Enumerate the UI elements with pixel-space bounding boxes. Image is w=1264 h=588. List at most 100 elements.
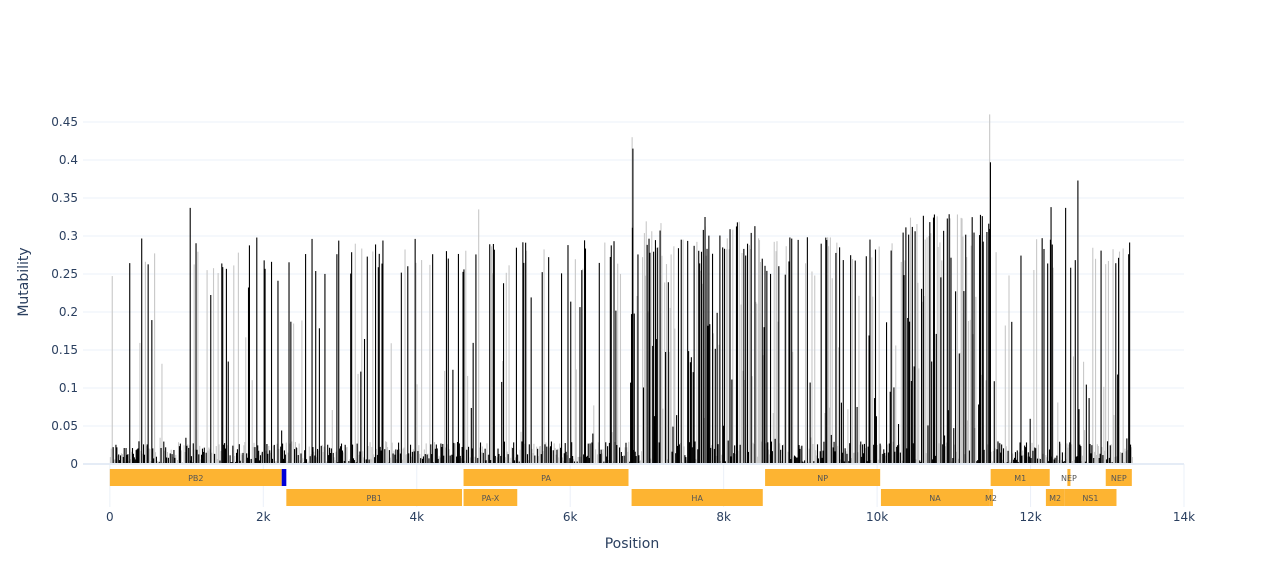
mutability-bar (582, 268, 584, 464)
mutability-bar (227, 361, 229, 464)
gene-label: PB2 (188, 474, 203, 483)
mutability-bar (111, 276, 113, 464)
mutability-bar (863, 443, 865, 464)
mutability-bar (560, 447, 562, 464)
mutability-bar (305, 459, 308, 464)
mutability-bar (123, 448, 125, 464)
mutability-bar (778, 266, 780, 464)
mutability-bar (392, 453, 394, 464)
mutability-bar (521, 441, 523, 464)
mutability-bar (777, 321, 779, 464)
mutability-bar (1065, 207, 1067, 464)
mutability-bar (482, 452, 484, 464)
mutability-bar (1068, 444, 1070, 464)
mutability-bar (893, 387, 895, 464)
mutability-bar (1035, 448, 1037, 464)
mutability-bar (1071, 444, 1073, 464)
mutability-bar (883, 449, 885, 464)
mutability-bar (339, 448, 341, 464)
mutability-bar (638, 455, 640, 464)
mutability-bar (703, 417, 705, 464)
mutability-bar (287, 452, 289, 464)
mutability-bar (960, 217, 962, 464)
mutability-bar (159, 437, 161, 464)
mutability-bar (997, 441, 999, 464)
mutability-bar (1091, 445, 1093, 464)
mutability-bar (876, 444, 878, 464)
mutability-bar (1063, 461, 1065, 464)
mutability-bar (323, 446, 325, 464)
y-axis-ticks: 0 0.05 0.1 0.15 0.2 0.25 0.3 0.35 0.4 0.45 (51, 115, 78, 471)
mutability-bar (982, 241, 984, 464)
mutability-bar (738, 221, 740, 464)
mutability-bar (277, 280, 279, 464)
mutability-bar (667, 282, 669, 464)
mutability-bar (513, 442, 515, 464)
mutability-bar (1100, 250, 1102, 464)
mutability-bar (1008, 275, 1010, 464)
mutability-bar (870, 460, 872, 464)
mutability-bar (735, 453, 737, 464)
mutability-bar (348, 460, 350, 464)
mutability-bar (177, 442, 180, 464)
bar-series (109, 114, 1133, 465)
mutability-bar (813, 461, 815, 464)
mutability-bar (755, 301, 757, 464)
mutability-bar (372, 251, 374, 464)
mutability-bar (249, 459, 251, 464)
y-tick-label: 0.35 (51, 191, 78, 205)
mutability-bar (565, 451, 567, 464)
mutability-bar (776, 241, 778, 464)
mutability-bar (454, 443, 456, 464)
mutability-bar (505, 272, 507, 464)
x-tick-label: 0 (106, 510, 114, 524)
mutability-bar (868, 335, 870, 464)
mutability-bar (1110, 444, 1112, 464)
mutability-bar (541, 272, 543, 464)
mutability-bar (261, 451, 263, 464)
mutability-bar (143, 444, 145, 464)
mutability-bar (602, 449, 604, 464)
mutability-bar (655, 339, 657, 464)
mutability-bar (780, 449, 782, 464)
mutability-bar (955, 451, 958, 464)
mutability-bar (1107, 260, 1109, 464)
mutability-bar (1101, 447, 1103, 464)
mutability-bar (508, 265, 510, 464)
mutability-bar (224, 443, 226, 464)
mutability-bar (124, 461, 126, 464)
mutability-bar (190, 456, 192, 464)
mutability-bar (113, 459, 115, 464)
mutability-bar (945, 442, 947, 464)
mutability-bar (758, 240, 761, 464)
mutability-bar (1098, 457, 1100, 464)
mutability-bar (203, 447, 205, 464)
mutability-bar (708, 235, 710, 464)
mutability-bar (128, 460, 130, 464)
mutability-bar (1037, 444, 1040, 464)
mutability-bar (731, 379, 733, 464)
mutability-bar (920, 461, 922, 464)
mutability-bar (1106, 441, 1109, 464)
mutability-bar (329, 453, 331, 464)
mutability-bar (1032, 450, 1034, 464)
mutability-bar (598, 262, 600, 464)
mutability-bar (134, 459, 136, 464)
mutability-bar (953, 428, 955, 464)
mutability-bar (336, 254, 338, 464)
mutability-bar (1056, 455, 1058, 464)
mutability-bar (502, 361, 504, 464)
mutability-bar (205, 452, 207, 464)
mutability-bar (481, 446, 483, 464)
mutability-bar (871, 257, 873, 464)
mutability-bar (1018, 452, 1020, 464)
mutability-bar (986, 232, 988, 464)
mutability-bar (307, 461, 309, 464)
gene-label: M2 (1049, 494, 1061, 503)
mutability-bar (857, 452, 859, 464)
mutability-bar (585, 456, 587, 464)
mutability-bar (921, 301, 924, 464)
mutability-bar (1025, 442, 1028, 464)
mutability-bar (1022, 450, 1024, 464)
